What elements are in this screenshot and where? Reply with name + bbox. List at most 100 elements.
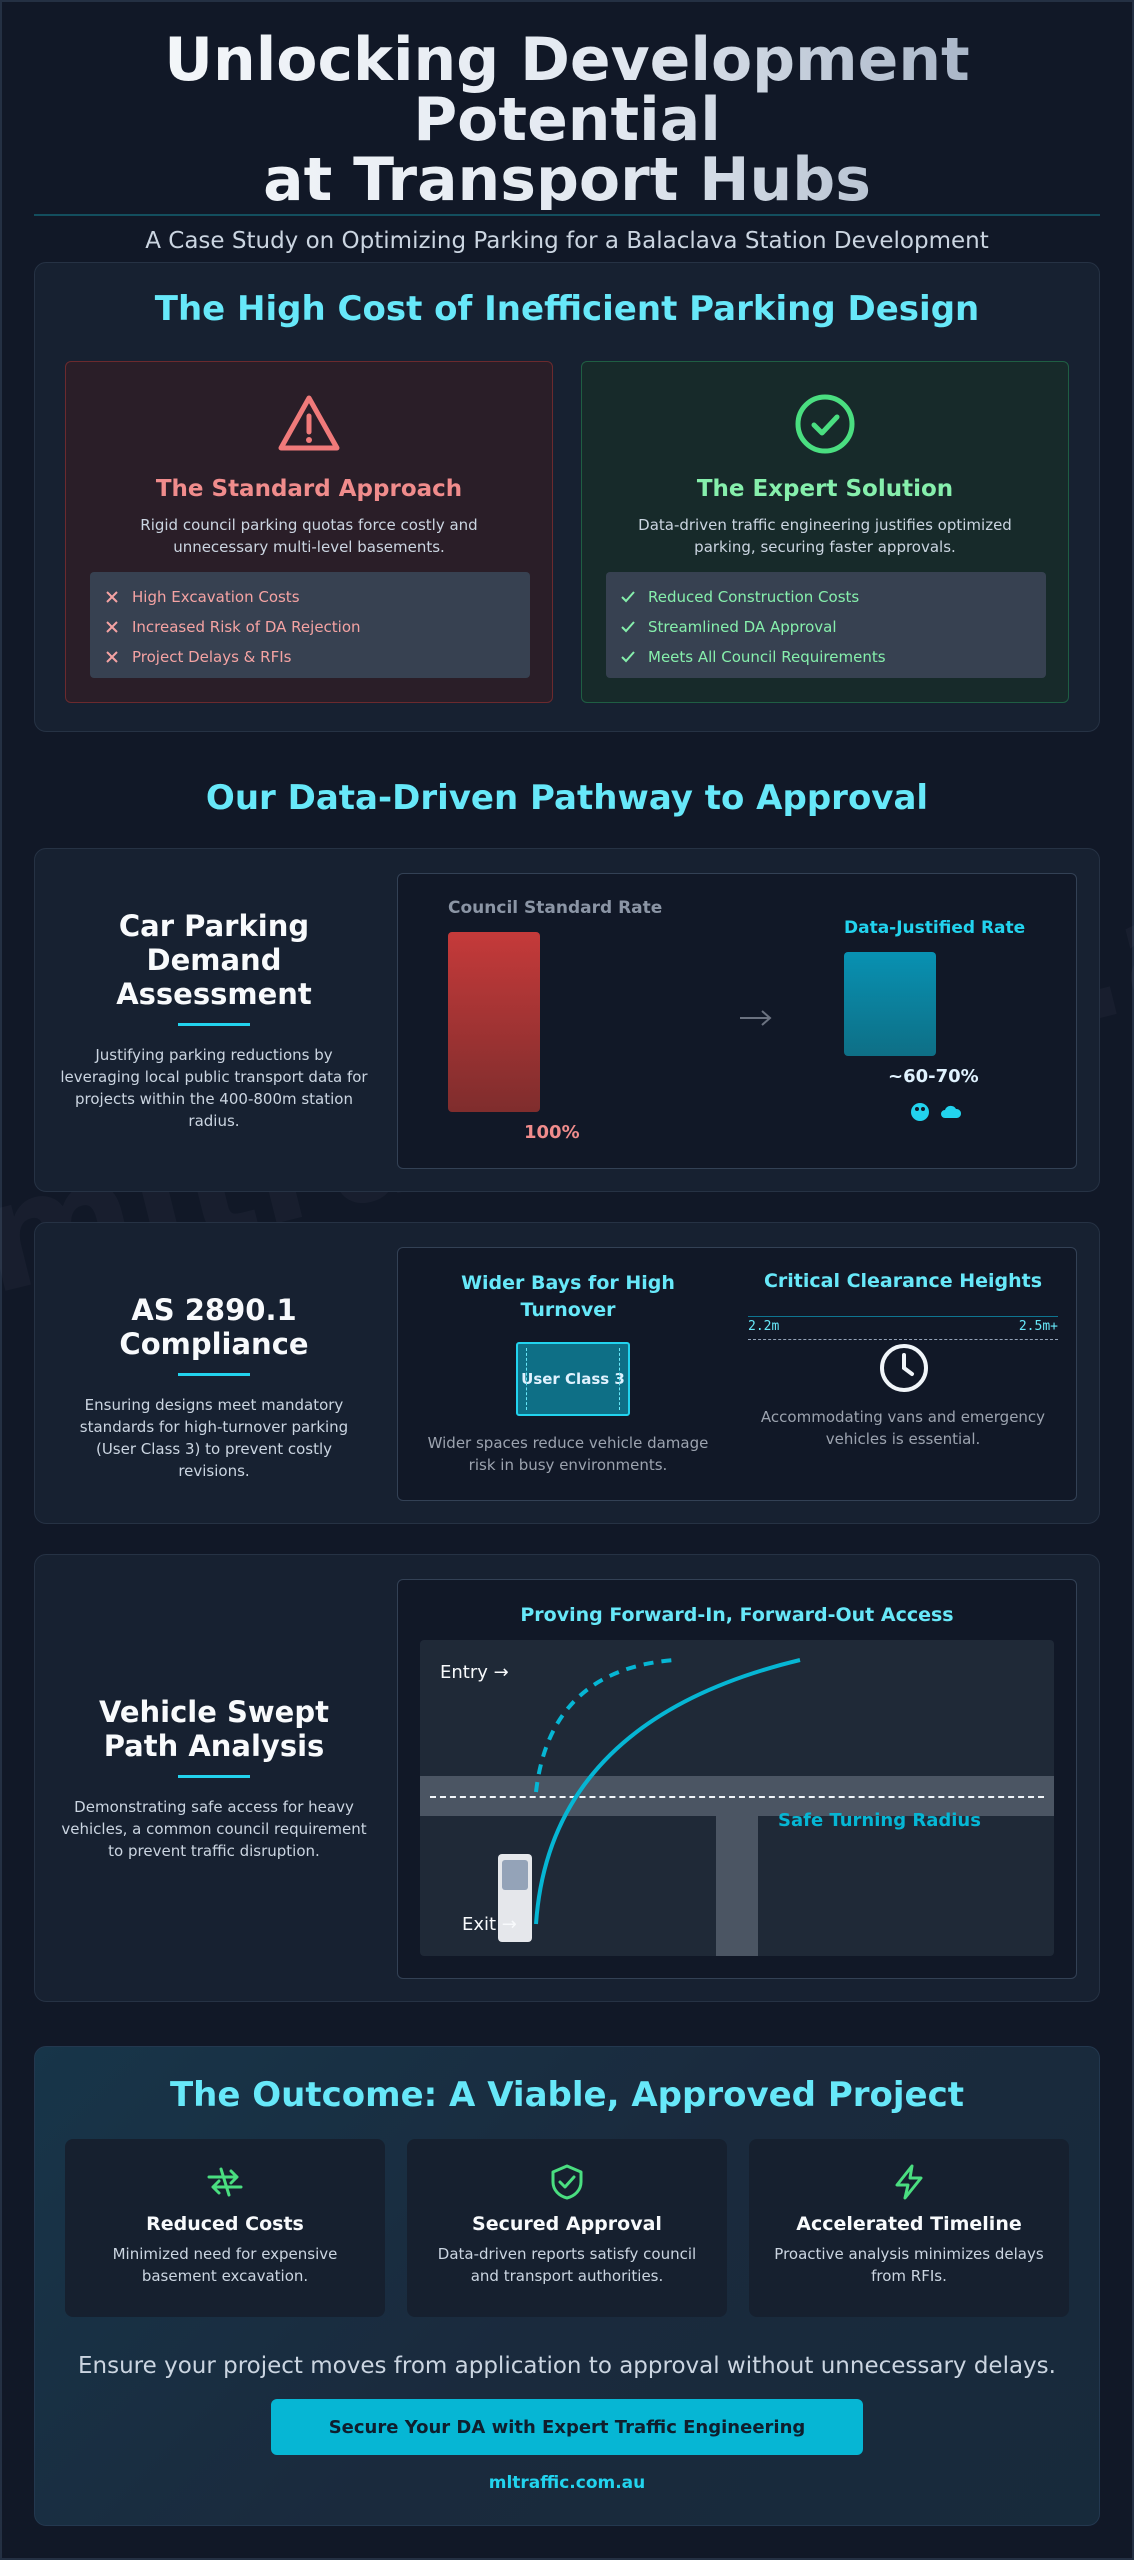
clearance-min: 2.2m	[748, 1319, 780, 1334]
outcome-card-accelerated-timeline: Accelerated Timeline Proactive analysis …	[749, 2139, 1069, 2317]
turning-radius-label: Safe Turning Radius	[778, 1810, 981, 1831]
lightning-icon	[749, 2163, 1069, 2201]
bays-caption: Wider spaces reduce vehicle damage risk …	[427, 1434, 709, 1474]
swept-path-section: Vehicle Swept Path Analysis Demonstratin…	[34, 1554, 1100, 2002]
standard-approach-list: High Excavation Costs Increased Risk of …	[90, 572, 530, 678]
council-rate-label: Council Standard Rate	[448, 898, 663, 918]
council-rate-value: 100%	[524, 1122, 580, 1143]
outcome-title: The Outcome: A Viable, Approved Project	[169, 2075, 965, 2115]
road-centreline	[430, 1796, 1044, 1798]
parking-bay-diagram: User Class 3	[516, 1342, 630, 1416]
bay-label: User Class 3	[521, 1370, 625, 1388]
compliance-section: AS 2890.1 Compliance Ensuring designs me…	[34, 1222, 1100, 1524]
turning-area: Entry → Exit → Safe Turning Radius	[420, 1640, 1054, 1956]
justified-rate-value: ~60-70%	[888, 1066, 979, 1087]
hero-subtitle: A Case Study on Optimizing Parking for a…	[145, 228, 989, 254]
outcome-card-text: Data-driven reports satisfy council and …	[437, 2245, 697, 2285]
clearance-max: 2.5m+	[1018, 1319, 1058, 1334]
list-item-label: Project Delays & RFIs	[132, 648, 292, 666]
outcome-card-secured-approval: Secured Approval Data-driven reports sat…	[407, 2139, 727, 2317]
expert-solution-list: Reduced Construction Costs Streamlined D…	[606, 572, 1046, 678]
diagram-title: Proving Forward-In, Forward-Out Access	[520, 1604, 954, 1626]
outcome-card-title: Secured Approval	[472, 2213, 662, 2235]
title-underline	[178, 1023, 250, 1026]
council-rate-bar	[448, 932, 540, 1112]
compliance-details: Wider Bays for High Turnover User Class …	[397, 1247, 1077, 1501]
cloud-icon	[940, 1104, 962, 1124]
cta-button[interactable]: Secure Your DA with Expert Traffic Engin…	[271, 2399, 863, 2455]
car-windscreen	[502, 1860, 528, 1890]
outcome-section: The Outcome: A Viable, Approved Project …	[34, 2046, 1100, 2526]
swept-path-curves	[534, 1658, 801, 1925]
swept-path-diagram: Proving Forward-In, Forward-Out Access E…	[397, 1579, 1077, 1979]
compliance-title: AS 2890.1 Compliance	[119, 1293, 309, 1361]
pathway-title: Our Data-Driven Pathway to Approval	[205, 778, 929, 818]
compliance-description: Ensuring designs meet mandatory standard…	[79, 1396, 349, 1480]
list-item: Reduced Construction Costs	[620, 582, 1032, 612]
clearance-caption: Accommodating vans and emergency vehicle…	[760, 1408, 1046, 1448]
cost-section: The High Cost of Inefficient Parking Des…	[34, 262, 1100, 732]
hero-divider	[34, 214, 1100, 216]
x-icon	[106, 591, 118, 603]
car-icon	[498, 1854, 532, 1942]
check-icon	[621, 591, 635, 603]
list-item: Project Delays & RFIs	[104, 642, 516, 672]
expert-solution-description: Data-driven traffic engineering justifie…	[638, 516, 1012, 556]
swept-path-title: Vehicle Swept Path Analysis	[99, 1695, 329, 1763]
outcome-card-text: Minimized need for expensive basement ex…	[112, 2245, 338, 2285]
list-item: High Excavation Costs	[104, 582, 516, 612]
outcome-card-title: Reduced Costs	[146, 2213, 304, 2235]
outcome-card-text: Proactive analysis minimizes delays from…	[774, 2245, 1044, 2285]
bay-line-left	[526, 1348, 527, 1410]
demand-title: Car Parking Demand Assessment	[116, 909, 312, 1011]
hero-title: Unlocking Development Potential at Trans…	[34, 30, 1100, 210]
check-circle-icon	[582, 392, 1068, 456]
check-icon	[621, 621, 635, 633]
list-item-label: Streamlined DA Approval	[648, 618, 837, 636]
list-item: Increased Risk of DA Rejection	[104, 612, 516, 642]
hero-title-line1: Unlocking Development Potential	[164, 25, 970, 155]
outcome-card-title: Accelerated Timeline	[796, 2213, 1022, 2235]
shield-check-icon	[407, 2163, 727, 2201]
title-underline	[178, 1775, 250, 1778]
x-icon	[106, 651, 118, 663]
clearance-gauge: 2.2m 2.5m+	[748, 1316, 1058, 1340]
demand-section: Car Parking Demand Assessment Justifying…	[34, 848, 1100, 1192]
justified-rate-bar	[844, 952, 936, 1056]
list-item-label: High Excavation Costs	[132, 588, 300, 606]
hero-title-line2: at Transport Hubs	[263, 145, 871, 215]
expert-solution-card: The Expert Solution Data-driven traffic …	[581, 361, 1069, 703]
standard-approach-card: The Standard Approach Rigid council park…	[65, 361, 553, 703]
standard-approach-description: Rigid council parking quotas force costl…	[140, 516, 478, 556]
swept-path-description: Demonstrating safe access for heavy vehi…	[61, 1798, 367, 1860]
arrow-right-icon	[738, 1008, 774, 1032]
list-item-label: Meets All Council Requirements	[648, 648, 886, 666]
outcome-card-reduced-costs: Reduced Costs Minimized need for expensi…	[65, 2139, 385, 2317]
list-item-label: Reduced Construction Costs	[648, 588, 860, 606]
outcome-tagline: Ensure your project moves from applicati…	[78, 2353, 1056, 2379]
justified-rate-label: Data-Justified Rate	[844, 918, 1026, 938]
bay-line-right	[619, 1348, 620, 1410]
x-icon	[106, 621, 118, 633]
list-item-label: Increased Risk of DA Rejection	[132, 618, 361, 636]
cost-section-title: The High Cost of Inefficient Parking Des…	[154, 289, 980, 329]
demand-info: Car Parking Demand Assessment Justifying…	[59, 909, 369, 1132]
clearance-title: Critical Clearance Heights	[763, 1270, 1043, 1292]
warning-triangle-icon	[66, 392, 552, 456]
list-item: Meets All Council Requirements	[620, 642, 1032, 672]
entry-label: Entry →	[440, 1662, 509, 1683]
exchange-arrows-icon	[65, 2163, 385, 2201]
expert-solution-title: The Expert Solution	[696, 476, 954, 502]
demand-description: Justifying parking reductions by leverag…	[60, 1046, 368, 1130]
demand-comparison: Council Standard Rate 100% Data-Justifie…	[397, 873, 1077, 1169]
standard-approach-title: The Standard Approach	[155, 476, 463, 502]
swept-path-info: Vehicle Swept Path Analysis Demonstratin…	[59, 1695, 369, 1862]
title-underline	[178, 1373, 250, 1376]
website-link[interactable]: mltraffic.com.au	[488, 2473, 646, 2493]
check-icon	[621, 651, 635, 663]
list-item: Streamlined DA Approval	[620, 612, 1032, 642]
compliance-info: AS 2890.1 Compliance Ensuring designs me…	[59, 1293, 369, 1482]
train-icon	[910, 1102, 930, 1126]
driveway-strip	[716, 1816, 758, 1956]
